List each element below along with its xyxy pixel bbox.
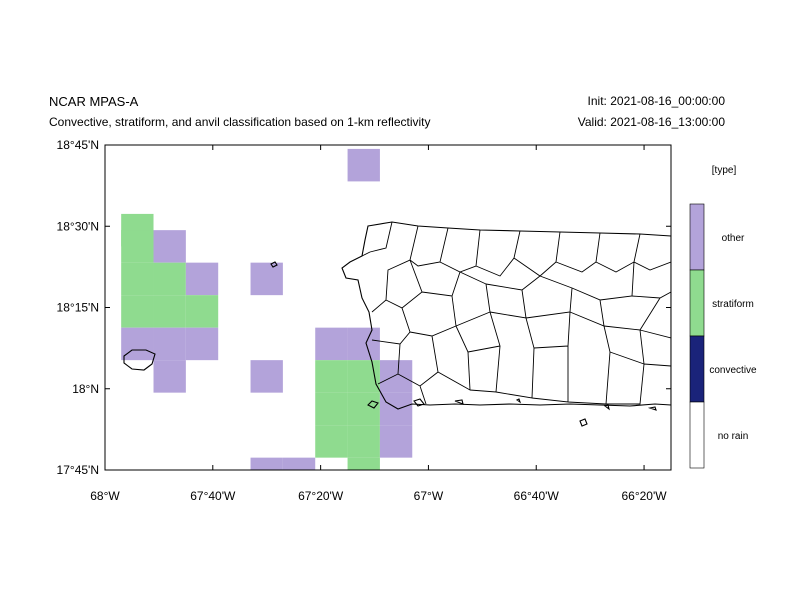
coastline-layer [123, 221, 671, 427]
cell-other [315, 327, 348, 361]
caja-de-muertos [579, 418, 588, 427]
legend-swatch [689, 401, 705, 469]
cell-stratiform [347, 457, 380, 470]
classification-cells [121, 148, 413, 470]
legend-label: other [722, 233, 745, 244]
cell-other [282, 457, 316, 470]
legend-swatch [689, 269, 705, 337]
cell-stratiform [315, 425, 348, 458]
cell-other [250, 360, 283, 393]
map-title: NCAR MPAS-A [49, 94, 139, 109]
legend-label: no rain [718, 431, 749, 442]
cell-stratiform [347, 425, 380, 458]
cell-other [379, 360, 413, 393]
south-islets [367, 398, 657, 411]
x-tick-label: 68°W [90, 489, 120, 503]
x-tick-label: 66°40'W [514, 489, 560, 503]
cell-stratiform [315, 360, 348, 393]
cell-other [250, 262, 283, 296]
legend-title: [type] [712, 165, 737, 176]
cell-stratiform [153, 262, 186, 296]
legend-swatch [689, 335, 705, 403]
desecheo-island [270, 261, 278, 268]
cell-other [185, 262, 219, 296]
y-tick-label: 17°45'N [57, 463, 99, 477]
legend-label: convective [709, 365, 757, 376]
y-tick-label: 18°N [72, 382, 99, 396]
x-tick-label: 67°20'W [298, 489, 344, 503]
x-tick-label: 67°W [414, 489, 444, 503]
cell-stratiform [121, 230, 154, 263]
valid-time: Valid: 2021-08-16_13:00:00 [577, 115, 725, 129]
legend-swatch [689, 203, 705, 271]
legend: other stratiform convective no rain [689, 203, 757, 469]
cell-other [379, 392, 413, 426]
mona-island [123, 349, 156, 371]
cell-other [347, 327, 380, 361]
latitude-axis: 18°45'N 18°30'N 18°15'N 18°N 17°45'N [57, 138, 671, 477]
cell-stratiform [121, 295, 154, 328]
municipality-boundaries [361, 221, 671, 405]
cell-other [347, 148, 380, 182]
cell-stratiform [121, 262, 154, 296]
cell-stratiform [185, 295, 219, 328]
cell-other [379, 425, 413, 458]
cell-stratiform [347, 392, 380, 426]
x-tick-label: 67°40'W [190, 489, 236, 503]
cell-other [153, 360, 186, 393]
cell-other [250, 457, 283, 470]
puerto-rico-coastline [341, 221, 671, 410]
cell-other [121, 327, 154, 361]
cell-stratiform [315, 392, 348, 426]
longitude-axis: 68°W 67°40'W 67°20'W 67°W 66°40'W 66°20'W [90, 145, 667, 503]
init-time: Init: 2021-08-16_00:00:00 [587, 94, 725, 108]
map-subtitle: Convective, stratiform, and anvil classi… [49, 115, 431, 129]
cell-other [185, 327, 219, 361]
y-tick-label: 18°30'N [57, 219, 99, 233]
x-tick-label: 66°20'W [621, 489, 667, 503]
cell-stratiform [153, 295, 186, 328]
y-tick-label: 18°15'N [57, 301, 99, 315]
cell-other [153, 327, 186, 361]
y-tick-label: 18°45'N [57, 138, 99, 152]
legend-label: stratiform [712, 299, 754, 310]
cell-other [153, 230, 186, 263]
